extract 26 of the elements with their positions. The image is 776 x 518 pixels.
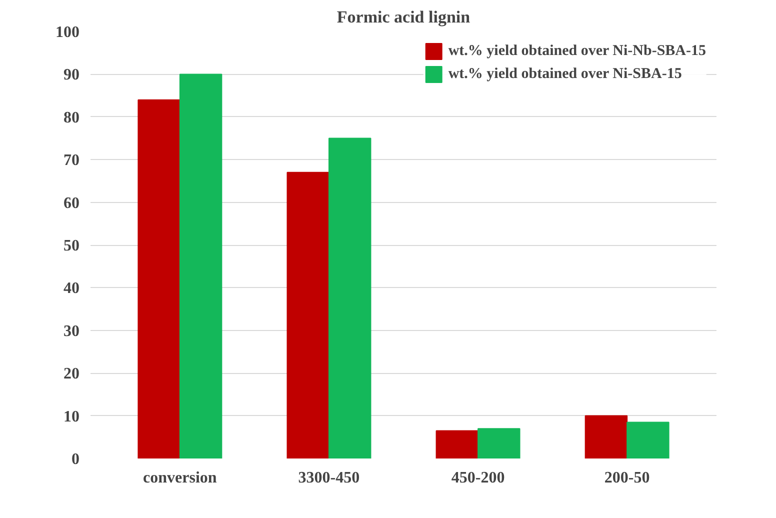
x-tick-label: 450-200 <box>451 470 505 486</box>
bar <box>584 415 628 458</box>
x-tick-label: 200-50 <box>604 470 650 486</box>
bar <box>138 99 180 458</box>
y-tick-label: 40 <box>64 280 80 298</box>
bar <box>478 428 520 458</box>
bar <box>286 172 330 458</box>
y-tick-label: 100 <box>56 24 80 41</box>
bar <box>179 74 222 458</box>
y-tick-label: 70 <box>64 152 80 170</box>
y-tick-label: 20 <box>64 366 80 383</box>
y-tick-label: 10 <box>64 408 80 426</box>
y-tick-label: 80 <box>64 109 80 126</box>
legend-label: wt.% yield obtained over Ni-Nb-SBA-15 <box>448 42 706 60</box>
y-tick-label: 50 <box>64 238 80 254</box>
y-tick-label: 60 <box>64 194 80 212</box>
y-tick-label: 90 <box>64 66 80 84</box>
chart-title: Formic acid lignin <box>336 8 471 26</box>
x-tick-label: 3300-450 <box>298 470 360 486</box>
bar <box>328 138 372 458</box>
x-tick-label: conversion <box>143 470 217 486</box>
bar <box>626 422 670 458</box>
bar <box>436 430 479 458</box>
legend-label: wt.% yield obtained over Ni-SBA-15 <box>448 66 682 82</box>
y-tick-label: 30 <box>64 322 80 340</box>
y-tick-label: 0 <box>72 451 80 468</box>
